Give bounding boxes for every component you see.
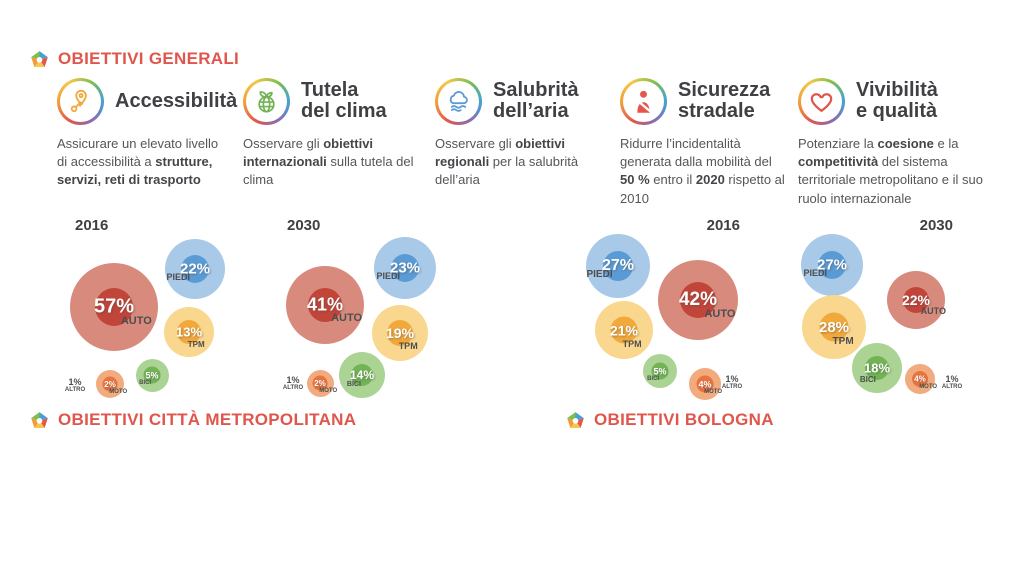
- objective-accessibilita: Accessibilità Assicurare un elevato live…: [57, 76, 237, 190]
- bubble-chart-metropolitana-2030: 2030 41% AUTO 23% PIEDI 19% TPM 14% BICI 2% MOTO 1…: [265, 215, 450, 407]
- section-general-title: OBIETTIVI GENERALI: [58, 49, 240, 68]
- rainbow-ring: [435, 77, 482, 125]
- objective-header: Sicurezza stradale: [620, 76, 788, 126]
- pentagon-icon: [567, 411, 584, 428]
- objective-title: Sicurezza stradale: [678, 79, 771, 122]
- objective-header: Salubrità dell’aria: [435, 76, 600, 126]
- objective-description: Osservare gli obiettivi regionali per la…: [435, 136, 579, 188]
- objective-header: Tutela del clima: [243, 76, 425, 126]
- bubble-piedi: 27% PIEDI: [586, 234, 650, 298]
- rainbow-ring: [620, 77, 667, 125]
- bubble-chart-metropolitana-2016: 2016 57% AUTO 22% PIEDI 13% TPM 5% BICI 2% MOTO 1%…: [55, 215, 240, 407]
- plant-globe-icon: [258, 90, 275, 112]
- bubble-tpm: 21% TPM: [595, 301, 653, 359]
- objective-vivibilita-qualita: Vivibilità e qualità Potenziare la coesio…: [798, 76, 996, 208]
- objective-header: Vivibilità e qualità: [798, 76, 996, 126]
- bubble-bici: 5% BICI: [135, 358, 169, 392]
- seatbelt-icon: [635, 90, 651, 113]
- bubble-chart-bologna-2030: 2030 27% PIEDI 28% TPM 22% AUTO 18% BICI 4% MOTO 1…: [790, 215, 980, 407]
- pentagon-icon: [31, 50, 48, 67]
- bubble-tpm: 28% TPM: [802, 295, 866, 359]
- objective-description: Osservare gli obiettivi internazionali s…: [243, 136, 414, 188]
- objective-salubrita-aria: Salubrità dell’aria Osservare gli obietti…: [435, 76, 600, 190]
- bubble-bici: 14% BICI: [339, 352, 385, 398]
- objective-sicurezza-stradale: Sicurezza stradale Ridurre l’incidentalit…: [620, 76, 788, 208]
- bubble-piedi: 22% PIEDI: [165, 239, 225, 299]
- bubble-auto: 41% AUTO: [286, 266, 364, 344]
- objective-tutela-del-clima: Tutela del clima Osservare gli obiettivi …: [243, 76, 425, 190]
- objective-title: Salubrità dell’aria: [493, 79, 579, 122]
- bubble-auto: 42% AUTO: [658, 260, 738, 340]
- bubble-altro: 1% ALTRO: [941, 374, 963, 391]
- bubble-piedi: 23% PIEDI: [374, 237, 436, 299]
- objective-description: Potenziare la coesione e la competitivit…: [798, 136, 983, 206]
- bubble-bici: 18% BICI: [852, 343, 902, 393]
- bubble-auto: 57% AUTO: [70, 263, 158, 351]
- section-metropolitana-title: OBIETTIVI CITTÀ METROPOLITANA: [58, 410, 357, 429]
- heart-icon: [810, 92, 833, 112]
- section-general: OBIETTIVI GENERALI: [30, 49, 239, 69]
- section-metropolitana: OBIETTIVI CITTÀ METROPOLITANA: [30, 410, 356, 430]
- objective-description: Ridurre l’incidentalità generata dalla m…: [620, 136, 785, 206]
- pin-key-icon: [70, 89, 87, 112]
- chart-year-label: 2016: [706, 217, 740, 234]
- chart-year-label: 2030: [287, 217, 321, 234]
- bubble-piedi: 27% PIEDI: [801, 234, 863, 296]
- bubble-chart-bologna-2016: 2016 27% PIEDI 42% AUTO 21% TPM 5% BICI 4% MOTO 1%…: [580, 215, 770, 407]
- bubble-altro: 1% ALTRO: [721, 374, 743, 391]
- bubble-altro: 1% ALTRO: [282, 375, 304, 392]
- bubble-moto: 4% MOTO: [689, 368, 722, 400]
- rainbow-ring: [57, 77, 104, 125]
- rainbow-ring: [798, 77, 845, 125]
- objective-description: Assicurare un elevato livello di accessi…: [57, 136, 219, 188]
- objective-title: Vivibilità e qualità: [856, 79, 938, 122]
- cloud-air-icon: [449, 90, 468, 112]
- bubble-bici: 5% BICI: [643, 354, 677, 388]
- objective-title: Tutela del clima: [301, 79, 387, 122]
- bubble-altro: 1% ALTRO: [64, 377, 86, 394]
- objective-header: Accessibilità: [57, 76, 237, 126]
- bubble-tpm: 19% TPM: [372, 305, 428, 361]
- bubble-moto: 4% MOTO: [905, 364, 937, 394]
- pentagon-icon: [31, 411, 48, 428]
- chart-year-label: 2030: [919, 217, 953, 234]
- chart-year-label: 2016: [75, 217, 109, 234]
- objective-title: Accessibilità: [115, 89, 238, 112]
- bubble-tpm: 13% TPM: [164, 307, 214, 357]
- bubble-moto: 2% MOTO: [306, 369, 337, 397]
- section-bologna: OBIETTIVI BOLOGNA: [566, 410, 774, 430]
- bubble-auto: 22% AUTO: [887, 271, 946, 329]
- rainbow-ring: [243, 77, 290, 125]
- bubble-moto: 2% MOTO: [96, 370, 127, 398]
- section-bologna-title: OBIETTIVI BOLOGNA: [594, 410, 774, 429]
